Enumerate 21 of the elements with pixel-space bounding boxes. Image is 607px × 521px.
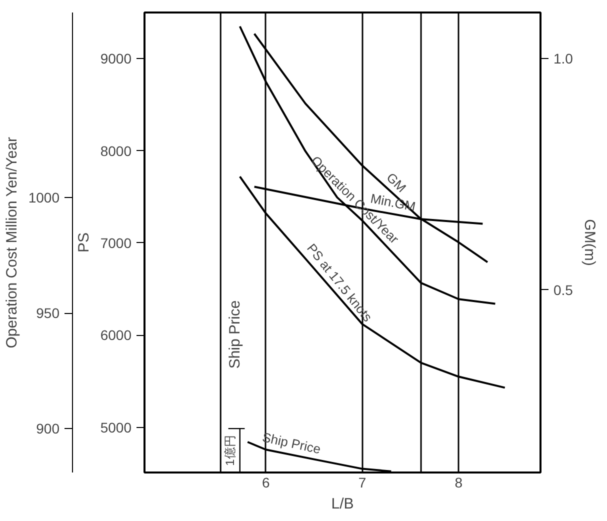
y2-axis-title: Operation Cost Million Yen/Year: [3, 137, 20, 348]
y2-tick-label: 950: [36, 305, 60, 322]
y-tick-label: 7000: [100, 234, 132, 251]
x-axis-title: L/B: [331, 496, 354, 512]
ref-line-label: Ship Price: [226, 300, 244, 369]
y-axis-title: PS: [75, 232, 92, 253]
y-tick-label: 9000: [100, 50, 132, 67]
y3-axis-title: GM(m): [580, 219, 598, 266]
x-tick-label: 6: [262, 474, 270, 490]
y-tick-label: 5000: [100, 419, 132, 436]
y-tick-label: 8000: [100, 142, 132, 159]
x-tick-label: 8: [454, 474, 463, 490]
text: GM: [384, 170, 410, 196]
y2-tick-label: 900: [36, 420, 60, 437]
y-tick-label: 6000: [100, 327, 132, 344]
y2-tick-label: 1000: [28, 189, 60, 206]
x-tick-label: 7: [358, 474, 366, 490]
y3-tick-label: 0.5: [554, 282, 574, 298]
annotation: 1億円: [222, 435, 237, 466]
text: Ship Price: [261, 430, 322, 457]
y3-tick-label: 1.0: [554, 50, 574, 67]
